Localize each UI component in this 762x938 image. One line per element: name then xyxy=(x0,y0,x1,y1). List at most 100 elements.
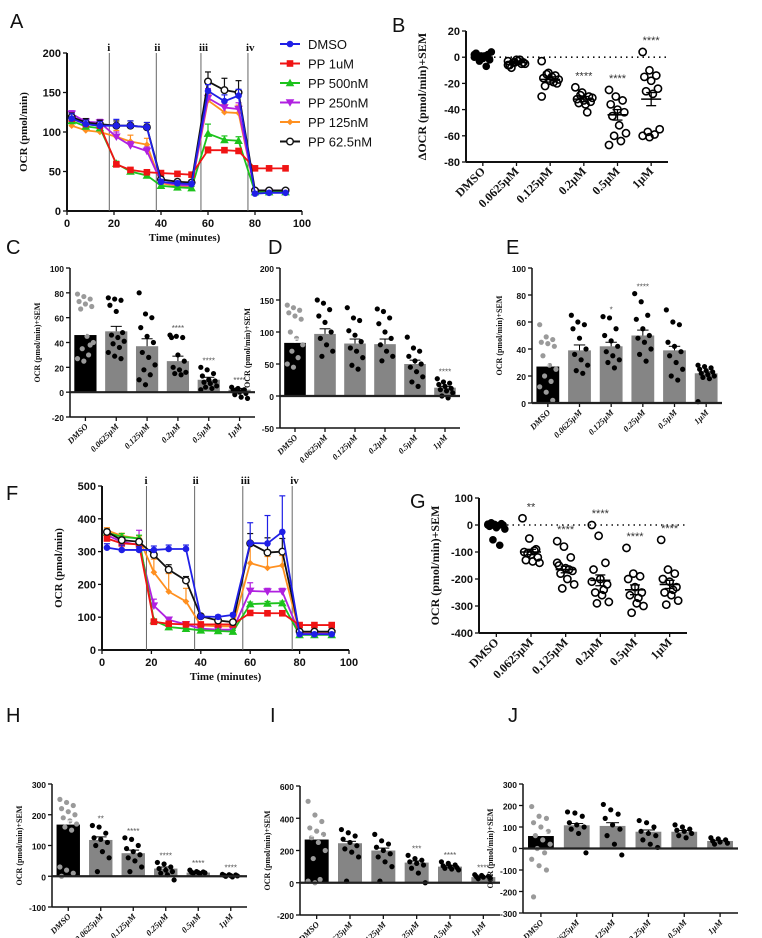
y-tick-label: -100 xyxy=(451,547,473,559)
marker-circle xyxy=(165,545,172,553)
data-point xyxy=(609,131,619,141)
data-point xyxy=(613,326,619,332)
data-point xyxy=(683,835,689,841)
data-point xyxy=(572,810,578,816)
data-point xyxy=(322,847,328,854)
marker-square xyxy=(127,166,134,174)
marker-triangle-down xyxy=(220,104,229,112)
data-point xyxy=(472,49,480,58)
data-point xyxy=(653,84,663,94)
data-point xyxy=(582,107,592,117)
group-3: **** xyxy=(587,508,614,608)
data-point xyxy=(89,822,95,829)
group-0 xyxy=(470,48,496,71)
data-point xyxy=(572,351,578,357)
x-axis-title: Time (minutes) xyxy=(190,671,262,683)
group-2 xyxy=(599,801,626,858)
data-point xyxy=(353,348,360,354)
marker-circle xyxy=(296,630,303,638)
data-point xyxy=(621,128,631,138)
y-tick-label: 80 xyxy=(55,289,65,299)
data-point xyxy=(419,857,425,863)
significance-stars: **** xyxy=(592,508,610,520)
marker-diamond xyxy=(246,559,254,567)
group-0 xyxy=(284,302,306,396)
data-point xyxy=(176,367,183,373)
data-point xyxy=(58,806,65,812)
data-point xyxy=(656,535,666,545)
data-point xyxy=(115,334,121,341)
marker-square xyxy=(103,535,111,542)
data-point xyxy=(60,815,66,821)
data-point xyxy=(389,864,395,870)
data-point xyxy=(198,364,204,370)
data-point xyxy=(320,300,327,306)
y-tick-label: 400 xyxy=(280,814,294,824)
data-point xyxy=(417,348,423,354)
marker-triangle xyxy=(187,183,196,192)
significance-stars: **** xyxy=(477,864,489,873)
marker-triangle xyxy=(220,135,229,144)
group-5: **** xyxy=(434,368,456,401)
category-label: 0.125µM xyxy=(358,919,388,938)
significance-stars: **** xyxy=(637,283,649,292)
data-point xyxy=(158,870,164,876)
panel-label: J xyxy=(508,705,518,727)
data-point xyxy=(328,329,334,335)
marker-square xyxy=(279,609,286,617)
data-point xyxy=(674,827,680,833)
data-point xyxy=(548,378,554,384)
data-point xyxy=(342,846,348,852)
data-point xyxy=(608,111,617,121)
marker-square xyxy=(204,146,212,154)
data-point xyxy=(530,820,537,826)
y-tick-label: 50 xyxy=(265,360,275,370)
marker-open-circle xyxy=(181,576,190,585)
data-point xyxy=(327,307,333,313)
data-point xyxy=(315,839,321,846)
data-point xyxy=(711,841,718,847)
marker-diamond xyxy=(264,564,271,572)
data-point xyxy=(475,876,481,882)
data-point xyxy=(132,858,138,864)
data-point xyxy=(602,815,608,822)
data-point xyxy=(146,354,152,360)
data-point xyxy=(573,368,579,374)
data-point xyxy=(632,291,638,297)
data-point xyxy=(535,558,544,568)
data-point xyxy=(307,825,313,831)
category-label: 0.5µM xyxy=(179,911,203,935)
significance-stars: **** xyxy=(192,859,204,868)
data-point xyxy=(672,822,678,828)
data-point xyxy=(553,366,559,372)
data-point xyxy=(414,860,420,867)
data-point xyxy=(204,367,210,373)
marker-circle xyxy=(197,613,205,620)
y-tick-label: 200 xyxy=(280,847,294,857)
marker-triangle xyxy=(213,626,223,635)
data-point xyxy=(557,584,567,593)
data-point xyxy=(119,329,126,336)
data-point xyxy=(601,558,610,568)
data-point xyxy=(538,339,544,345)
marker-open-circle xyxy=(135,537,144,546)
data-point xyxy=(171,877,177,883)
group-5 xyxy=(694,362,718,405)
category-label: 0.5µM xyxy=(607,635,640,668)
category-label: 0.0625µM xyxy=(88,421,121,454)
marker-open-circle xyxy=(117,536,126,545)
data-point xyxy=(63,867,70,873)
data-point xyxy=(314,297,320,303)
data-point xyxy=(116,344,123,351)
data-point xyxy=(540,837,546,843)
data-point xyxy=(373,844,380,850)
y-tick-label: -80 xyxy=(444,157,460,169)
data-point xyxy=(284,302,290,308)
data-point xyxy=(413,369,420,375)
data-point xyxy=(529,856,535,862)
panel-label: D xyxy=(268,237,282,259)
data-point xyxy=(710,369,716,375)
data-point xyxy=(604,833,610,839)
group-5: **** xyxy=(656,523,683,610)
data-point xyxy=(207,380,213,387)
